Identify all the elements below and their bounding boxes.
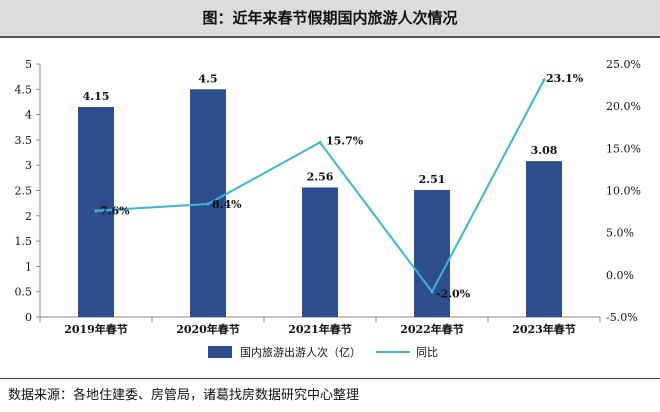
yoy-value-label: 7.6% bbox=[100, 205, 130, 218]
left-tick-label: 4 bbox=[25, 109, 32, 122]
yoy-point bbox=[542, 78, 546, 82]
bar-value-label: 2.51 bbox=[419, 173, 446, 186]
left-tick-label: 1.5 bbox=[15, 235, 33, 248]
left-tick-label: 3.5 bbox=[15, 134, 33, 147]
bar-3 bbox=[302, 187, 338, 317]
yoy-value-label: 23.1% bbox=[546, 72, 584, 85]
legend-bar-swatch bbox=[208, 346, 232, 358]
chart-title: 图：近年来春节假期国内旅游人次情况 bbox=[202, 9, 458, 27]
yoy-point bbox=[318, 140, 322, 145]
left-tick-label: 2 bbox=[25, 210, 32, 223]
left-tick-label: 4.5 bbox=[15, 83, 33, 96]
yoy-point bbox=[206, 202, 210, 206]
right-tick-label: -5.0% bbox=[606, 311, 638, 324]
title-bar bbox=[0, 0, 660, 36]
bar-value-label: 3.08 bbox=[531, 144, 558, 157]
legend-bar-label: 国内旅游出游人次（亿） bbox=[240, 345, 361, 359]
left-tick-label: 0.5 bbox=[15, 286, 33, 299]
yoy-point bbox=[430, 290, 434, 294]
yoy-value-label: -2.0% bbox=[436, 288, 471, 301]
footer-divider bbox=[0, 378, 660, 379]
right-tick-label: 25.0% bbox=[606, 58, 641, 71]
left-tick-label: 2.5 bbox=[15, 185, 33, 198]
bar-5 bbox=[526, 161, 562, 317]
right-tick-label: 15.0% bbox=[606, 142, 641, 155]
x-tick-label: 2021年春节 bbox=[288, 322, 352, 336]
bar-value-label: 2.56 bbox=[307, 170, 334, 183]
left-tick-label: 0 bbox=[25, 311, 32, 324]
legend-line-label: 同比 bbox=[416, 346, 438, 359]
x-tick-label: 2019年春节 bbox=[64, 322, 128, 336]
bar-4 bbox=[414, 189, 450, 317]
right-tick-label: 5.0% bbox=[606, 227, 634, 240]
title-divider bbox=[0, 36, 660, 38]
bar-value-label: 4.5 bbox=[198, 72, 217, 85]
x-tick-label: 2022年春节 bbox=[400, 322, 464, 336]
left-tick-label: 5 bbox=[25, 58, 32, 71]
left-tick-label: 1 bbox=[25, 260, 32, 273]
x-tick-label: 2020年春节 bbox=[176, 322, 240, 336]
x-tick-label: 2023年春节 bbox=[512, 322, 576, 336]
chart-svg: 0 0.5 1 1.5 2 2.5 3 3.5 4 4.5 5 -5.0% 0.0% 5.0% 10.0% 1… bbox=[15, 58, 641, 359]
right-tick-label: 10.0% bbox=[606, 185, 641, 198]
source-note: 数据来源：各地住建委、房管局，诸葛找房数据研究中心整理 bbox=[8, 388, 360, 403]
chart-area: 0 0.5 1 1.5 2 2.5 3 3.5 4 4.5 5 -5.0% 0.0% 5.0% 10.0% 1… bbox=[0, 38, 660, 374]
right-tick-label: 0.0% bbox=[606, 269, 634, 282]
right-tick-label: 20.0% bbox=[606, 100, 641, 113]
bar-value-label: 4.15 bbox=[83, 90, 110, 103]
yoy-value-label: 15.7% bbox=[326, 134, 364, 147]
yoy-point bbox=[94, 209, 98, 213]
left-tick-label: 3 bbox=[25, 159, 32, 172]
yoy-value-label: 8.4% bbox=[212, 198, 242, 211]
